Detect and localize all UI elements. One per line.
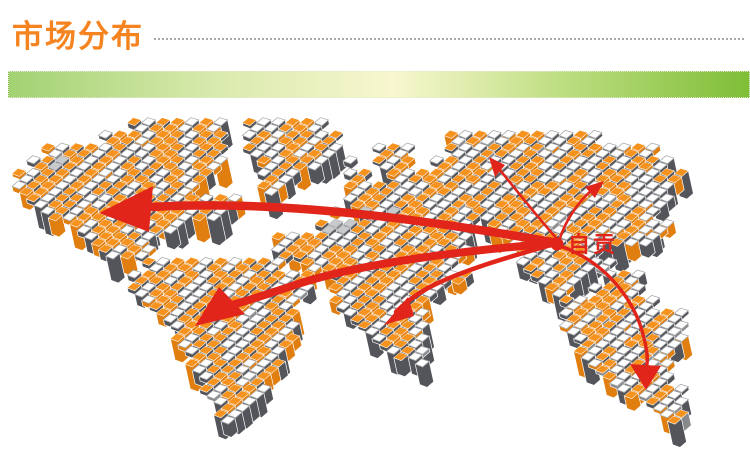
arrowhead-to-europe (489, 157, 505, 177)
page-title: 市场分布 (12, 19, 144, 54)
arrowhead-to-africa (384, 297, 414, 325)
flow-arrows-group (99, 157, 661, 390)
arrow-to-south-america (224, 239, 562, 310)
arrow-to-australia (558, 244, 650, 370)
green-banner-bar (8, 71, 750, 98)
arrowhead-to-australia (630, 364, 661, 390)
origin-dot (550, 237, 564, 251)
arrow-to-north-america (147, 201, 563, 248)
arrow-to-europe (498, 168, 560, 242)
arrowhead-to-northeast (585, 181, 604, 198)
arrowhead-to-south-america (195, 287, 245, 326)
arrow-to-northeast (558, 188, 594, 240)
origin-city-label: 自贡 (568, 232, 618, 257)
arrowhead-to-north-america (99, 186, 153, 232)
map-tiles-group (11, 117, 694, 448)
dotted-divider (154, 38, 744, 40)
